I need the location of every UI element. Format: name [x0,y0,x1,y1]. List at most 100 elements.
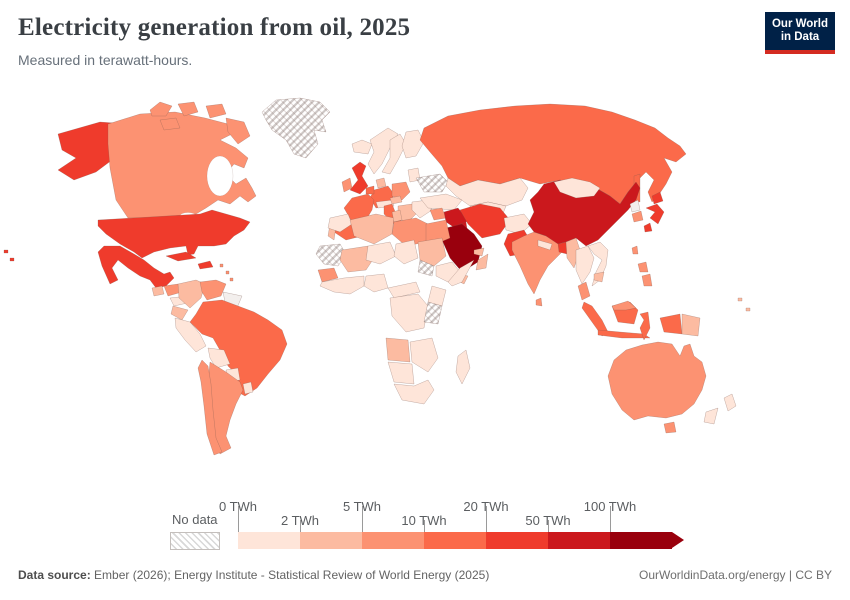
country-angola[interactable] [385,337,411,363]
country-papua-new-guinea[interactable] [681,313,701,337]
legend-segment-0-2[interactable] [238,532,300,549]
country-finland[interactable] [401,129,425,159]
country-bangladesh[interactable] [557,241,568,255]
country-tasmania[interactable] [663,421,677,434]
country-japan[interactable] [645,203,665,225]
country-new-zealand-south[interactable] [703,407,719,425]
country-new-zealand-north[interactable] [723,393,737,412]
country-morocco[interactable] [327,213,353,233]
country-nigeria[interactable] [363,273,389,293]
country-indonesia-papua[interactable] [659,313,683,335]
country-antilles[interactable] [219,263,224,268]
country-tanzania[interactable] [423,301,443,325]
country-iran[interactable] [459,203,511,239]
country-india[interactable] [511,231,565,295]
country-uae[interactable] [473,247,485,257]
country-guatemala[interactable] [151,285,165,297]
country-algeria[interactable] [349,213,395,245]
country-vietnam-laos[interactable] [587,241,609,287]
country-canada-island[interactable] [149,101,173,117]
country-senegal[interactable] [317,267,339,283]
country-canada-island[interactable] [205,103,227,119]
country-turkey[interactable] [419,193,463,211]
country-ireland[interactable] [341,177,353,193]
country-japan[interactable] [643,222,653,233]
country-namibia-botswana[interactable] [387,361,415,385]
country-pacific-islands[interactable] [737,297,743,302]
country-west-africa[interactable] [319,275,365,295]
country-netherlands[interactable] [365,185,375,195]
legend-segment-100+[interactable] [610,532,672,549]
country-malaysia-borneo[interactable] [611,300,637,311]
country-cuba[interactable] [165,251,197,262]
country-venezuela[interactable] [199,279,227,301]
country-indonesia-sulawesi[interactable] [639,311,651,341]
no-data-swatch[interactable] [170,532,220,550]
owid-link[interactable]: OurWorldinData.org/energy [639,568,786,582]
country-malaysia[interactable] [577,281,591,301]
country-pacific-islands[interactable] [745,307,751,312]
country-colombia[interactable] [177,279,206,309]
country-tunisia[interactable] [391,209,403,223]
country-uruguay[interactable] [242,381,254,395]
country-czechia[interactable] [389,195,403,205]
country-cameroon[interactable] [387,281,421,299]
country-canada-island[interactable] [177,101,199,117]
country-taiwan[interactable] [631,245,639,255]
country-madagascar[interactable] [455,349,471,385]
country-egypt[interactable] [425,219,451,245]
country-france[interactable] [343,193,375,223]
country-hawaii[interactable] [9,257,15,262]
country-ukraine[interactable] [415,173,449,193]
country-syria[interactable] [429,207,447,221]
legend-segment-20-50[interactable] [486,532,548,549]
country-afghanistan[interactable] [503,213,533,235]
legend-segment-10-20[interactable] [424,532,486,549]
country-denmark[interactable] [375,177,387,189]
country-antilles[interactable] [229,277,234,282]
country-uk[interactable] [349,161,369,195]
country-antilles[interactable] [225,270,230,275]
country-dominican-republic[interactable] [197,260,214,270]
country-mongolia[interactable] [553,177,601,199]
country-dr-congo[interactable] [389,293,429,333]
country-usa[interactable] [97,209,251,259]
country-kazakhstan[interactable] [445,177,529,207]
legend-segment-50-100[interactable] [548,532,610,549]
country-poland[interactable] [391,181,411,201]
country-oman[interactable] [475,253,489,271]
country-sweden[interactable] [381,133,407,175]
country-nepal[interactable] [537,239,553,251]
owid-logo[interactable]: Our World in Data [765,12,835,54]
country-ecuador[interactable] [170,305,189,321]
country-iceland[interactable] [351,139,373,155]
country-hawaii[interactable] [3,249,9,254]
country-greenland[interactable] [261,97,331,159]
country-philippines[interactable] [637,261,649,273]
country-peru[interactable] [174,317,207,353]
country-south-korea[interactable] [631,210,644,223]
country-sudan[interactable] [417,237,447,267]
country-canada-baffin[interactable] [225,117,251,145]
country-chile[interactable] [197,359,223,456]
country-somalia[interactable] [447,259,475,287]
world-map[interactable] [0,88,850,498]
country-mexico[interactable] [97,245,175,289]
country-canada-island[interactable] [159,117,181,131]
country-indonesia-java[interactable] [597,329,651,339]
legend-segment-5-10[interactable] [362,532,424,549]
country-china[interactable] [527,179,641,247]
country-sri-lanka[interactable] [535,297,543,307]
country-norway[interactable] [367,127,399,175]
legend-segment-2-5[interactable] [300,532,362,549]
country-niger[interactable] [365,241,397,265]
country-zambia-mozambique[interactable] [409,337,439,373]
country-chad[interactable] [393,239,419,265]
country-australia[interactable] [607,341,707,421]
country-western-sahara[interactable] [315,243,347,267]
country-south-sudan[interactable] [417,259,435,277]
country-south-africa[interactable] [393,379,435,405]
country-cambodia[interactable] [593,271,605,283]
country-thailand[interactable] [575,245,595,285]
country-japan[interactable] [651,191,664,205]
